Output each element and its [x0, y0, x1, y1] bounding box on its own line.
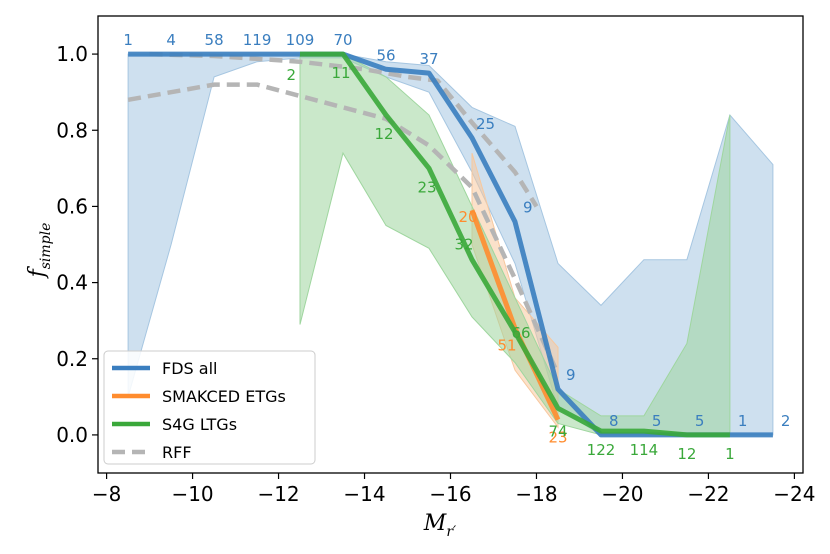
fds-all-count-label: 5: [695, 412, 705, 430]
x-tick-label: −16: [429, 482, 471, 506]
x-axis-label: Mr′: [423, 511, 457, 540]
fds-all-count-label: 109: [286, 31, 315, 49]
y-tick-label: 0.4: [56, 271, 88, 295]
fds-all-count-label: 119: [243, 31, 272, 49]
s4g-ltgs-count-label: 12: [374, 125, 393, 143]
fds-all-count-label: 4: [166, 31, 176, 49]
s4g-ltgs-count-label: 114: [630, 441, 659, 459]
y-tick-label: 0.6: [56, 194, 88, 218]
x-tick-label: −14: [343, 482, 385, 506]
fds-all-count-label: 1: [738, 412, 748, 430]
smakced-etgs-count-label: 20: [458, 208, 477, 226]
rff-legend-label: RFF: [162, 443, 192, 462]
legend-items: FDS all SMAKCED ETGs S4G LTGs RFF: [112, 359, 286, 462]
x-axis-label-subscript: r′: [446, 524, 457, 540]
s4g-ltgs-count-label: 11: [331, 64, 350, 82]
fds-all-count-label: 1: [123, 31, 133, 49]
fds-all-count-label: 2: [781, 412, 791, 430]
fds-all-count-label: 58: [205, 31, 224, 49]
y-tick-label: 0.2: [56, 347, 88, 371]
fds-all-count-label: 9: [566, 366, 576, 384]
smakced-etgs-legend-label: SMAKCED ETGs: [162, 387, 286, 406]
fds-all-count-label: 5: [652, 412, 662, 430]
series-lines: [127, 51, 773, 438]
y-tick-label: 1.0: [56, 42, 88, 66]
s4g-ltgs-count-label: 12: [677, 445, 696, 463]
smakced-etgs-count-label: 23: [548, 429, 567, 447]
s4g-ltgs-count-label: 1: [725, 445, 735, 463]
fds-all-count-label: 70: [333, 31, 352, 49]
s4g-ltgs-count-label: 2: [286, 66, 296, 84]
fds-all-legend-label: FDS all: [162, 359, 217, 378]
fds-all-count-label: 37: [419, 50, 438, 68]
x-tick-label: −22: [687, 482, 729, 506]
x-tick-label: −12: [257, 482, 299, 506]
s4g-ltgs-count-label: 32: [454, 236, 473, 254]
y-tick-label: 0.8: [56, 118, 88, 142]
fds-all-count-label: 9: [523, 199, 533, 217]
x-tick-label: −18: [515, 482, 557, 506]
s4g-ltgs-line: [300, 51, 730, 438]
smakced-etgs-count-label: 51: [497, 336, 516, 354]
s4g-ltgs-count-label: 74: [548, 422, 567, 440]
y-axis-label-subscript: simple: [38, 223, 54, 270]
x-tick-label: −20: [601, 482, 643, 506]
s4g-ltgs-count-label: 122: [587, 441, 616, 459]
fds-all-count-label: 56: [376, 46, 395, 64]
y-tick-label: 0.0: [56, 423, 88, 447]
s4g-ltgs-count-label: 66: [511, 324, 530, 342]
fds-all-count-label: 25: [476, 115, 495, 133]
legend-box: [103, 350, 316, 465]
rff-line: [127, 82, 561, 375]
x-axis: −8 −10 −12 −14 −16 −18 −20 −22 −24: [92, 473, 816, 506]
fds-all-count-label: 8: [609, 412, 619, 430]
rff-upper-line: [149, 51, 539, 208]
x-tick-label: −10: [171, 482, 213, 506]
s4g-ltgs-legend-label: S4G LTGs: [162, 415, 237, 434]
legend: FDS all SMAKCED ETGs S4G LTGs RFF: [103, 350, 316, 465]
y-axis: 0.0 0.2 0.4 0.6 0.8 1.0: [56, 42, 98, 447]
x-tick-label: −8: [92, 482, 121, 506]
s4g-ltgs-count-label: 23: [417, 178, 436, 196]
x-tick-label: −24: [773, 482, 815, 506]
